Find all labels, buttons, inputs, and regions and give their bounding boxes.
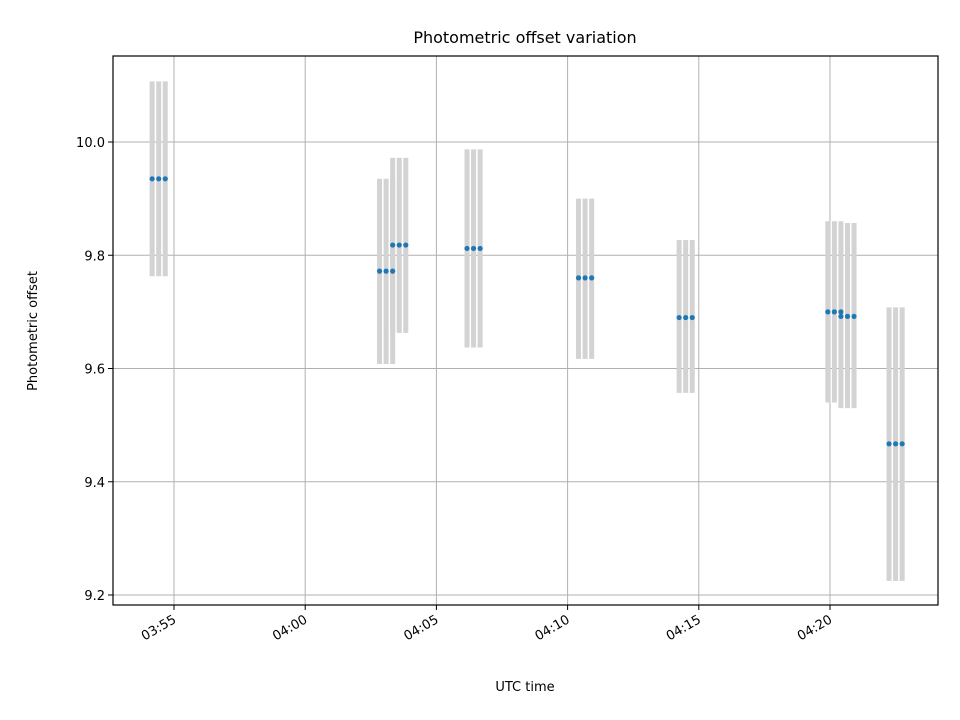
data-point: [477, 245, 483, 252]
data-point: [464, 245, 470, 252]
data-point: [689, 314, 695, 321]
plot-frame: [112, 55, 939, 606]
data-point: [831, 309, 837, 315]
y-tick-label: 9.6: [84, 363, 105, 378]
data-point: [149, 176, 155, 182]
data-point: [838, 313, 844, 320]
data-point: [582, 275, 588, 281]
data-point: [396, 242, 402, 248]
data-point: [390, 242, 396, 248]
data-point: [162, 176, 168, 182]
y-tick-label: 9.4: [84, 476, 105, 491]
data-point: [575, 275, 582, 281]
data-point: [676, 314, 682, 321]
data-point: [376, 268, 383, 274]
data-point: [470, 245, 477, 252]
data-point: [589, 275, 595, 281]
y-tick-label: 9.2: [84, 589, 105, 604]
data-point: [825, 309, 831, 315]
y-tick-label: 9.8: [84, 249, 105, 264]
data-point: [844, 313, 851, 320]
chart-title: Photometric offset variation: [413, 28, 636, 47]
data-point: [156, 176, 162, 182]
data-point: [886, 441, 892, 447]
y-tick-label: 10.0: [76, 136, 105, 151]
data-point: [899, 441, 905, 447]
y-axis-ticks: 9.2 9.4 9.6 9.8 10.0: [76, 136, 113, 604]
data-points: [149, 176, 905, 447]
data-point: [403, 242, 409, 248]
data-point: [383, 268, 389, 274]
data-point: [838, 309, 844, 315]
data-point: [683, 314, 689, 321]
y-axis-label: Photometric offset: [26, 271, 41, 391]
data-point: [893, 441, 899, 447]
x-axis-label: UTC time: [495, 680, 554, 695]
data-point: [390, 268, 396, 274]
data-point: [851, 313, 857, 320]
